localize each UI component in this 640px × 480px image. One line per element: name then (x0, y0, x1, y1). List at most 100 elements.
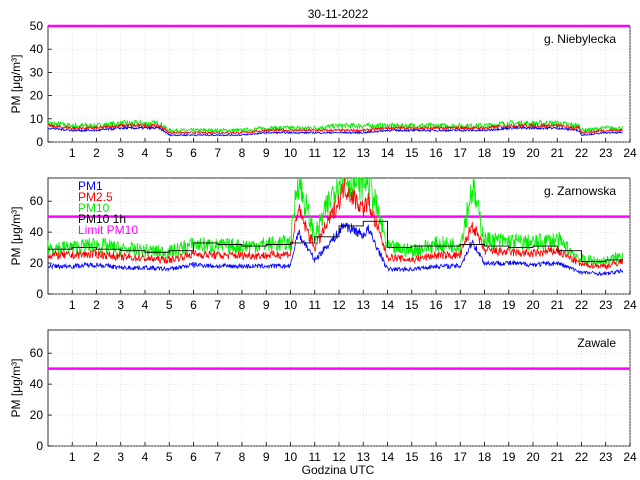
x-tick-label: 6 (190, 298, 197, 312)
x-tick-label: 14 (381, 146, 395, 160)
x-tick-label: 9 (263, 298, 270, 312)
y-tick-label: 20 (30, 89, 44, 103)
y-tick-label: 20 (30, 408, 44, 422)
x-tick-label: 18 (478, 146, 492, 160)
x-tick-label: 13 (357, 146, 371, 160)
x-tick-label: 20 (526, 298, 540, 312)
x-tick-label: 2 (93, 146, 100, 160)
x-tick-label: 14 (381, 450, 395, 464)
station-label: g. Niebylecka (544, 32, 616, 46)
y-axis-label: PM [μg/m³] (9, 359, 23, 418)
legend-entry: PM1 (78, 179, 103, 193)
x-tick-label: 12 (332, 146, 346, 160)
y-tick-label: 60 (30, 346, 44, 360)
x-tick-label: 20 (526, 450, 540, 464)
legend-entry: PM2.5 (78, 190, 113, 204)
series-pm25-line (47, 122, 624, 135)
y-tick-label: 0 (36, 439, 43, 453)
series-pm1-line (47, 125, 623, 137)
x-tick-label: 5 (166, 146, 173, 160)
x-tick-label: 2 (93, 298, 100, 312)
x-tick-label: 13 (357, 298, 371, 312)
x-tick-label: 15 (405, 146, 419, 160)
legend-entry: Limit PM10 (78, 223, 138, 237)
x-tick-label: 8 (239, 298, 246, 312)
x-tick-label: 16 (429, 450, 443, 464)
x-tick-label: 12 (332, 450, 346, 464)
series-pm10-line (47, 177, 624, 267)
x-tick-label: 16 (429, 146, 443, 160)
x-tick-label: 11 (309, 298, 322, 312)
y-tick-label: 30 (30, 65, 44, 79)
x-tick-label: 1 (69, 450, 76, 464)
x-tick-label: 24 (623, 298, 637, 312)
y-tick-label: 50 (30, 19, 44, 33)
legend-entry: PM10 1h (78, 212, 126, 226)
x-tick-label: 17 (454, 450, 468, 464)
x-tick-label: 10 (284, 450, 298, 464)
x-tick-label: 11 (309, 146, 322, 160)
y-tick-label: 0 (36, 135, 43, 149)
x-tick-label: 15 (405, 298, 419, 312)
x-tick-label: 11 (309, 450, 322, 464)
y-tick-label: 10 (30, 112, 44, 126)
panel-niebylecka: 1 2 3 4 5 6 7 8 9 10 11 12 13 14 15 16 17 18 19 20 21 22 23 240… (9, 19, 637, 160)
x-tick-label: 18 (478, 450, 492, 464)
x-tick-label: 2 (93, 450, 100, 464)
x-tick-label: 6 (190, 450, 197, 464)
x-tick-label: 17 (454, 146, 468, 160)
x-tick-label: 17 (454, 298, 468, 312)
x-tick-label: 23 (599, 450, 613, 464)
x-tick-label: 9 (263, 146, 270, 160)
x-tick-label: 10 (284, 146, 298, 160)
x-tick-label: 4 (142, 298, 149, 312)
x-tick-label: 9 (263, 450, 270, 464)
x-tick-label: 5 (166, 450, 173, 464)
y-tick-label: 0 (36, 287, 43, 301)
x-tick-label: 13 (357, 450, 371, 464)
x-tick-label: 1 (69, 146, 76, 160)
x-tick-label: 8 (239, 450, 246, 464)
series-pm25-line (47, 177, 624, 271)
y-tick-label: 40 (30, 377, 44, 391)
x-tick-label: 15 (405, 450, 419, 464)
y-tick-label: 20 (30, 256, 44, 270)
x-tick-label: 24 (623, 450, 637, 464)
x-tick-label: 21 (551, 298, 565, 312)
x-tick-label: 21 (551, 450, 565, 464)
x-tick-label: 22 (575, 450, 589, 464)
x-tick-label: 3 (117, 450, 124, 464)
x-tick-label: 24 (623, 146, 637, 160)
x-tick-label: 16 (429, 298, 443, 312)
y-axis-label: PM [μg/m³] (9, 207, 23, 266)
x-tick-label: 3 (117, 298, 124, 312)
y-tick-label: 40 (30, 225, 44, 239)
station-label: g. Zarnowska (544, 184, 616, 198)
x-tick-label: 22 (575, 146, 589, 160)
x-tick-label: 23 (599, 298, 613, 312)
series-pm1-line (47, 222, 624, 277)
x-tick-label: 3 (117, 146, 124, 160)
series-pm10_1h-line (48, 220, 623, 262)
x-tick-label: 21 (551, 146, 565, 160)
x-tick-label: 19 (502, 146, 516, 160)
x-tick-label: 7 (214, 450, 221, 464)
x-tick-label: 5 (166, 298, 173, 312)
x-tick-label: 8 (239, 146, 246, 160)
station-label: Zawale (577, 336, 616, 350)
x-tick-label: 4 (142, 146, 149, 160)
figure-title: 30-11-2022 (308, 7, 369, 21)
x-tick-label: 10 (284, 298, 298, 312)
legend-entry: PM10 (78, 201, 110, 215)
x-tick-label: 14 (381, 298, 395, 312)
x-axis-label: Godzina UTC (302, 463, 375, 477)
x-tick-label: 7 (214, 298, 221, 312)
x-tick-label: 12 (332, 298, 346, 312)
panel-zawale: 1 2 3 4 5 6 7 8 9 10 11 12 13 14 15 16 17 18 19 20 21 22 23 240… (9, 329, 637, 464)
x-tick-label: 4 (142, 450, 149, 464)
x-tick-label: 7 (214, 146, 221, 160)
x-tick-label: 23 (599, 146, 613, 160)
panel-zarnowska: 1 2 3 4 5 6 7 8 9 10 11 12 13 14 15 16 17 18 19 20 21 22 23 240… (9, 177, 637, 312)
x-tick-label: 19 (502, 298, 516, 312)
